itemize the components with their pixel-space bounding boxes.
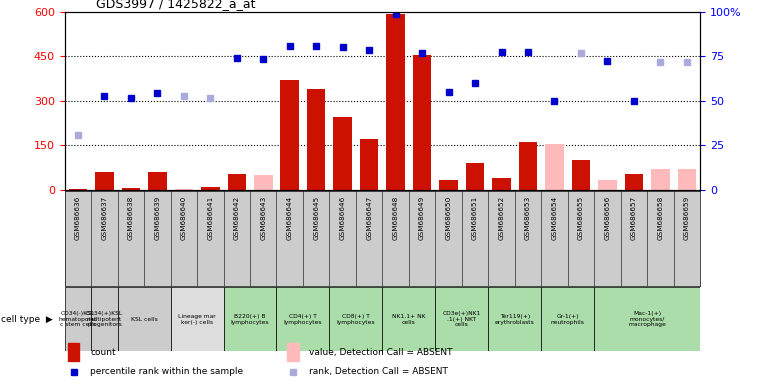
Bar [65, 287, 91, 351]
Text: CD4(+) T
lymphocytes: CD4(+) T lymphocytes [284, 314, 322, 324]
Text: GSM686652: GSM686652 [498, 195, 505, 240]
Text: GSM686645: GSM686645 [314, 195, 319, 240]
Text: GSM686647: GSM686647 [366, 195, 372, 240]
Bar [228, 174, 246, 190]
Bar [651, 169, 670, 190]
Text: GSM686653: GSM686653 [525, 195, 531, 240]
Bar [519, 142, 537, 190]
Text: CD8(+) T
lymphocytes: CD8(+) T lymphocytes [336, 314, 375, 324]
Bar [333, 117, 352, 190]
Bar [625, 174, 643, 190]
Bar [254, 175, 272, 190]
Bar [68, 343, 79, 361]
Text: B220(+) B
lymphocytes: B220(+) B lymphocytes [231, 314, 269, 324]
Bar [387, 15, 405, 190]
Text: GSM686636: GSM686636 [75, 195, 81, 240]
Bar [287, 343, 298, 361]
Text: GSM686646: GSM686646 [339, 195, 345, 240]
Bar [382, 287, 435, 351]
Text: GSM686644: GSM686644 [287, 195, 293, 240]
Text: percentile rank within the sample: percentile rank within the sample [90, 367, 244, 376]
Bar [148, 172, 167, 190]
Bar [435, 287, 489, 351]
Text: GSM686643: GSM686643 [260, 195, 266, 240]
Bar [360, 139, 378, 190]
Bar [276, 287, 330, 351]
Bar [91, 287, 118, 351]
Text: GDS3997 / 1425822_a_at: GDS3997 / 1425822_a_at [97, 0, 256, 10]
Text: GSM686642: GSM686642 [234, 195, 240, 240]
Bar [439, 180, 458, 190]
Bar [201, 187, 220, 190]
Text: Gr-1(+)
neutrophils: Gr-1(+) neutrophils [551, 314, 584, 324]
Text: KSL cells: KSL cells [131, 316, 158, 322]
Text: GSM686650: GSM686650 [446, 195, 451, 240]
Text: GSM686640: GSM686640 [181, 195, 187, 240]
Text: CD34(+)KSL
multipotent
progenitors: CD34(+)KSL multipotent progenitors [86, 311, 123, 328]
Text: GSM686641: GSM686641 [207, 195, 213, 240]
Bar [118, 287, 170, 351]
Bar [466, 163, 484, 190]
Text: GSM686637: GSM686637 [101, 195, 107, 240]
Text: GSM686638: GSM686638 [128, 195, 134, 240]
Text: GSM686655: GSM686655 [578, 195, 584, 240]
Text: GSM686639: GSM686639 [154, 195, 161, 240]
Text: GSM686648: GSM686648 [393, 195, 399, 240]
Bar [541, 287, 594, 351]
Text: CD34(-)KSL
hematopoiet
c stem cells: CD34(-)KSL hematopoiet c stem cells [59, 311, 97, 328]
Text: GSM686656: GSM686656 [604, 195, 610, 240]
Bar [545, 144, 564, 190]
Text: count: count [90, 348, 116, 357]
Bar [281, 80, 299, 190]
Text: rank, Detection Call = ABSENT: rank, Detection Call = ABSENT [309, 367, 448, 376]
Bar [170, 287, 224, 351]
Bar [594, 287, 700, 351]
Bar [95, 172, 113, 190]
Bar [224, 287, 276, 351]
Bar [174, 189, 193, 190]
Text: cell type  ▶: cell type ▶ [1, 314, 53, 324]
Text: CD3e(+)NK1
.1(+) NKT
cells: CD3e(+)NK1 .1(+) NKT cells [443, 311, 481, 328]
Bar [677, 169, 696, 190]
Bar [598, 180, 616, 190]
Text: GSM686651: GSM686651 [472, 195, 478, 240]
Bar [413, 55, 431, 190]
Text: value, Detection Call = ABSENT: value, Detection Call = ABSENT [309, 348, 453, 357]
Text: GSM686657: GSM686657 [631, 195, 637, 240]
Bar [122, 188, 140, 190]
Bar [572, 161, 591, 190]
Text: GSM686658: GSM686658 [658, 195, 664, 240]
Text: Lineage mar
ker(-) cells: Lineage mar ker(-) cells [178, 314, 216, 324]
Text: Mac-1(+)
monocytes/
macrophage: Mac-1(+) monocytes/ macrophage [629, 311, 666, 328]
Text: GSM686659: GSM686659 [684, 195, 690, 240]
Bar [489, 287, 541, 351]
Text: Ter119(+)
erythroblasts: Ter119(+) erythroblasts [495, 314, 535, 324]
Text: NK1.1+ NK
cells: NK1.1+ NK cells [392, 314, 425, 324]
Text: GSM686654: GSM686654 [552, 195, 558, 240]
Bar [330, 287, 382, 351]
Bar [68, 189, 88, 190]
Text: GSM686649: GSM686649 [419, 195, 425, 240]
Bar [307, 89, 326, 190]
Bar [492, 178, 511, 190]
